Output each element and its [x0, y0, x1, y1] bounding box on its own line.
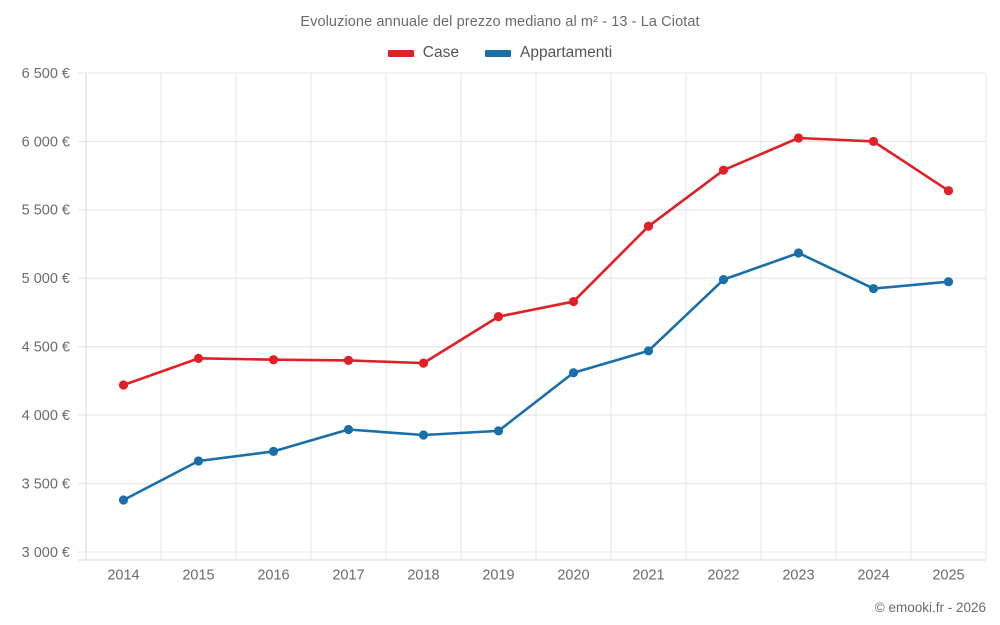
- legend-swatch-appartamenti: [484, 49, 511, 57]
- y-axis-tick-label: 6 000 €: [22, 134, 70, 150]
- chart-title: Evoluzione annuale del prezzo mediano al…: [300, 14, 700, 30]
- data-point[interactable]: [793, 248, 804, 258]
- series-line-case: [122, 136, 950, 387]
- y-axis-tick-label: 5 000 €: [22, 271, 70, 287]
- series-line-appartamenti: [122, 251, 950, 502]
- legend-label-case: Case: [422, 44, 459, 61]
- y-axis-tick-label: 4 500 €: [22, 340, 70, 356]
- data-point[interactable]: [568, 296, 579, 307]
- y-axis-tick-label: 3 500 €: [22, 476, 70, 492]
- x-axis-tick-label: 2020: [557, 568, 589, 584]
- data-point[interactable]: [343, 424, 354, 435]
- x-axis-tick-label: 2025: [932, 568, 964, 584]
- data-point[interactable]: [343, 355, 354, 365]
- legend-item-appartamenti[interactable]: Appartamenti: [484, 44, 613, 62]
- data-series: [118, 133, 954, 505]
- x-axis-tick-label: 2023: [782, 568, 814, 584]
- x-axis-tick-label: 2021: [632, 568, 664, 584]
- legend-item-case[interactable]: Case: [387, 44, 459, 62]
- data-point[interactable]: [868, 283, 879, 294]
- data-point[interactable]: [118, 380, 129, 390]
- data-point[interactable]: [793, 133, 804, 143]
- x-axis-ticks: 2014 2015 2016 2017 2018 2019 2020 2021 2022 2023…: [107, 568, 964, 584]
- x-axis-tick-label: 2015: [182, 568, 214, 584]
- data-point[interactable]: [193, 353, 204, 363]
- data-point[interactable]: [268, 446, 279, 457]
- chart-legend: Case Appartamenti: [0, 44, 1000, 62]
- y-axis-tick-label: 4 000 €: [22, 408, 70, 424]
- axis-lines: [78, 73, 986, 561]
- data-point[interactable]: [568, 368, 579, 378]
- data-point[interactable]: [718, 165, 729, 175]
- x-axis-tick-label: 2016: [257, 568, 289, 584]
- y-axis-tick-label: 3 000 €: [22, 545, 70, 561]
- data-point[interactable]: [418, 358, 429, 368]
- data-point[interactable]: [943, 277, 954, 287]
- grid-lines: [78, 72, 987, 560]
- data-point[interactable]: [418, 430, 429, 440]
- data-point[interactable]: [268, 355, 279, 365]
- y-axis-ticks: 3 000 € 3 500 € 4 000 € 4 500 € 5 000 € 5 500…: [22, 66, 70, 561]
- y-axis-tick-label: 6 500 €: [22, 66, 70, 82]
- x-axis-tick-label: 2022: [707, 568, 739, 584]
- data-point[interactable]: [643, 346, 654, 356]
- data-point[interactable]: [868, 136, 879, 147]
- data-point[interactable]: [643, 221, 654, 231]
- x-axis-tick-label: 2014: [107, 568, 139, 584]
- x-axis-tick-label: 2024: [857, 568, 889, 584]
- legend-swatch-case: [387, 49, 414, 57]
- data-point[interactable]: [493, 312, 504, 322]
- data-point[interactable]: [193, 456, 204, 466]
- data-point[interactable]: [718, 275, 729, 285]
- x-axis-tick-label: 2019: [482, 568, 514, 584]
- data-point[interactable]: [943, 186, 954, 196]
- x-axis-tick-label: 2017: [332, 568, 364, 584]
- legend-label-appartamenti: Appartamenti: [519, 44, 613, 61]
- y-axis-tick-label: 5 500 €: [22, 203, 70, 219]
- data-point[interactable]: [493, 426, 504, 436]
- x-axis-tick-label: 2018: [407, 568, 439, 584]
- data-point[interactable]: [118, 495, 129, 505]
- footer-credit: © emooki.fr - 2026: [874, 600, 986, 615]
